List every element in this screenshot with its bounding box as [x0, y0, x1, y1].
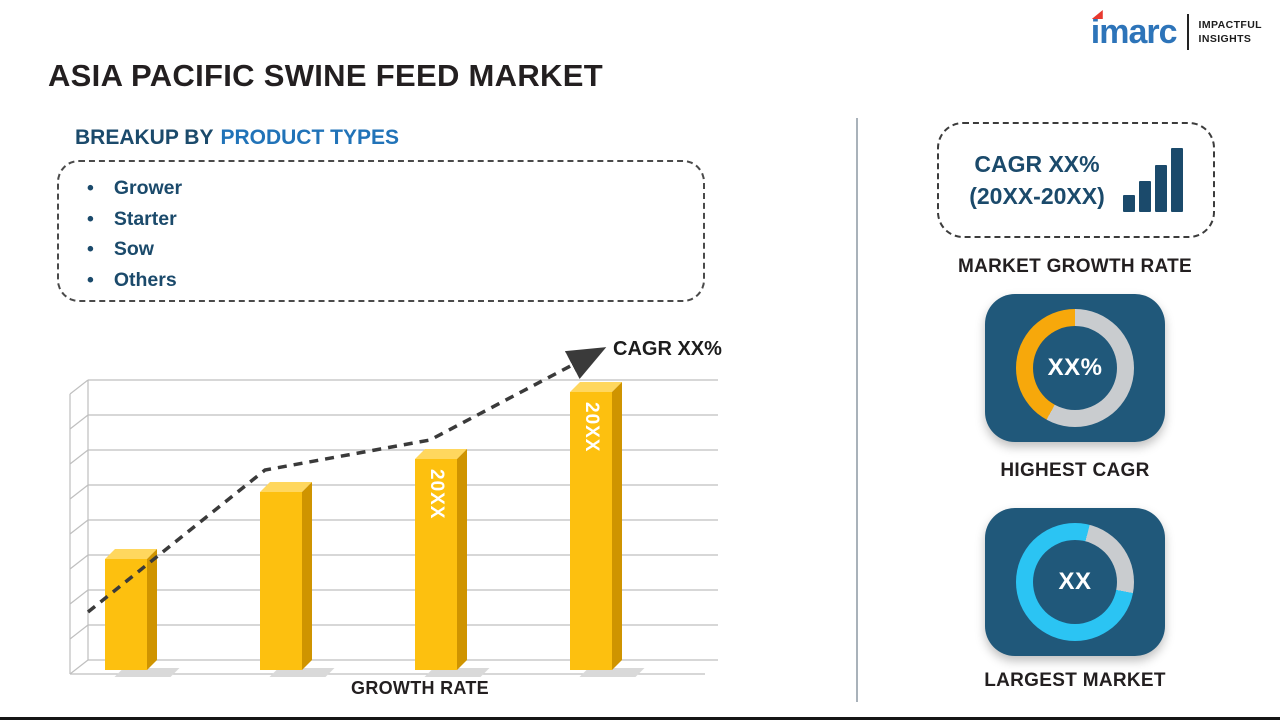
- logo-tagline-line1: IMPACTFUL: [1198, 18, 1262, 31]
- largest-market-value: XX: [1033, 540, 1117, 624]
- bar-label: 20XX: [426, 469, 447, 520]
- logo-tagline-line2: INSIGHTS: [1198, 33, 1252, 45]
- largest-market-label: LARGEST MARKET: [984, 670, 1166, 691]
- bar-2: [260, 492, 302, 670]
- highest-cagr-value: XX%: [1033, 326, 1117, 410]
- highest-cagr-label: HIGHEST CAGR: [1000, 460, 1150, 481]
- bar-label: 20XX: [581, 402, 602, 453]
- largest-market-donut-chart: XX: [1016, 523, 1134, 641]
- logo-tagline: IMPACTFUL INSIGHTS: [1199, 18, 1262, 46]
- cagr-card: CAGR XX% (20XX-20XX): [937, 122, 1215, 238]
- largest-market-tile: XX: [985, 508, 1165, 656]
- breakup-heading-prefix: BREAKUP BY: [75, 126, 214, 149]
- product-type-item: Starter: [87, 204, 703, 235]
- breakup-heading: BREAKUP BY PRODUCT TYPES: [75, 126, 399, 150]
- cagr-card-line2: (20XX-20XX): [969, 183, 1105, 209]
- page-title: ASIA PACIFIC SWINE FEED MARKET: [48, 58, 603, 93]
- growth-bar-chart: 20XX 20XX CAGR XX%: [65, 336, 735, 688]
- highest-cagr-donut-chart: XX%: [1016, 309, 1134, 427]
- market-growth-rate-label: MARKET GROWTH RATE: [957, 256, 1193, 277]
- product-type-item: Sow: [87, 234, 703, 265]
- bottom-border: [0, 717, 1280, 720]
- product-type-item: Others: [87, 265, 703, 296]
- product-type-item: Grower: [87, 173, 703, 204]
- vertical-divider: [856, 118, 858, 702]
- logo-brand-word: imarc: [1090, 13, 1178, 51]
- bar-3: 20XX: [415, 459, 457, 670]
- bar-chart-bars: 20XX 20XX: [65, 336, 735, 688]
- product-type-list: GrowerStarterSowOthers: [59, 162, 703, 295]
- donut-value-text: XX: [1058, 568, 1092, 595]
- donut-value-text: XX%: [1047, 354, 1103, 381]
- breakup-heading-accent: PRODUCT TYPES: [220, 126, 399, 149]
- imarc-logo: imarc IMPACTFUL INSIGHTS: [1090, 10, 1262, 51]
- bar-icon-bar: [1122, 195, 1135, 212]
- bar-icon-bar: [1138, 181, 1151, 212]
- bar-icon-bar: [1154, 165, 1167, 212]
- bar-icon-bar: [1170, 148, 1183, 212]
- bar-1: [105, 559, 147, 670]
- logo-flag-icon: [1091, 10, 1103, 19]
- cagr-card-text: CAGR XX% (20XX-20XX): [969, 148, 1105, 212]
- bar-4: 20XX: [570, 392, 612, 670]
- highest-cagr-tile: XX%: [985, 294, 1165, 442]
- imarc-logo-text: imarc: [1090, 10, 1178, 51]
- logo-divider: [1186, 14, 1189, 50]
- bar-chart-icon: [1122, 148, 1183, 212]
- cagr-card-line1: CAGR XX%: [974, 150, 1100, 177]
- cagr-annotation: CAGR XX%: [613, 338, 722, 360]
- x-axis-label: GROWTH RATE: [351, 678, 489, 698]
- product-types-box: GrowerStarterSowOthers: [57, 160, 705, 302]
